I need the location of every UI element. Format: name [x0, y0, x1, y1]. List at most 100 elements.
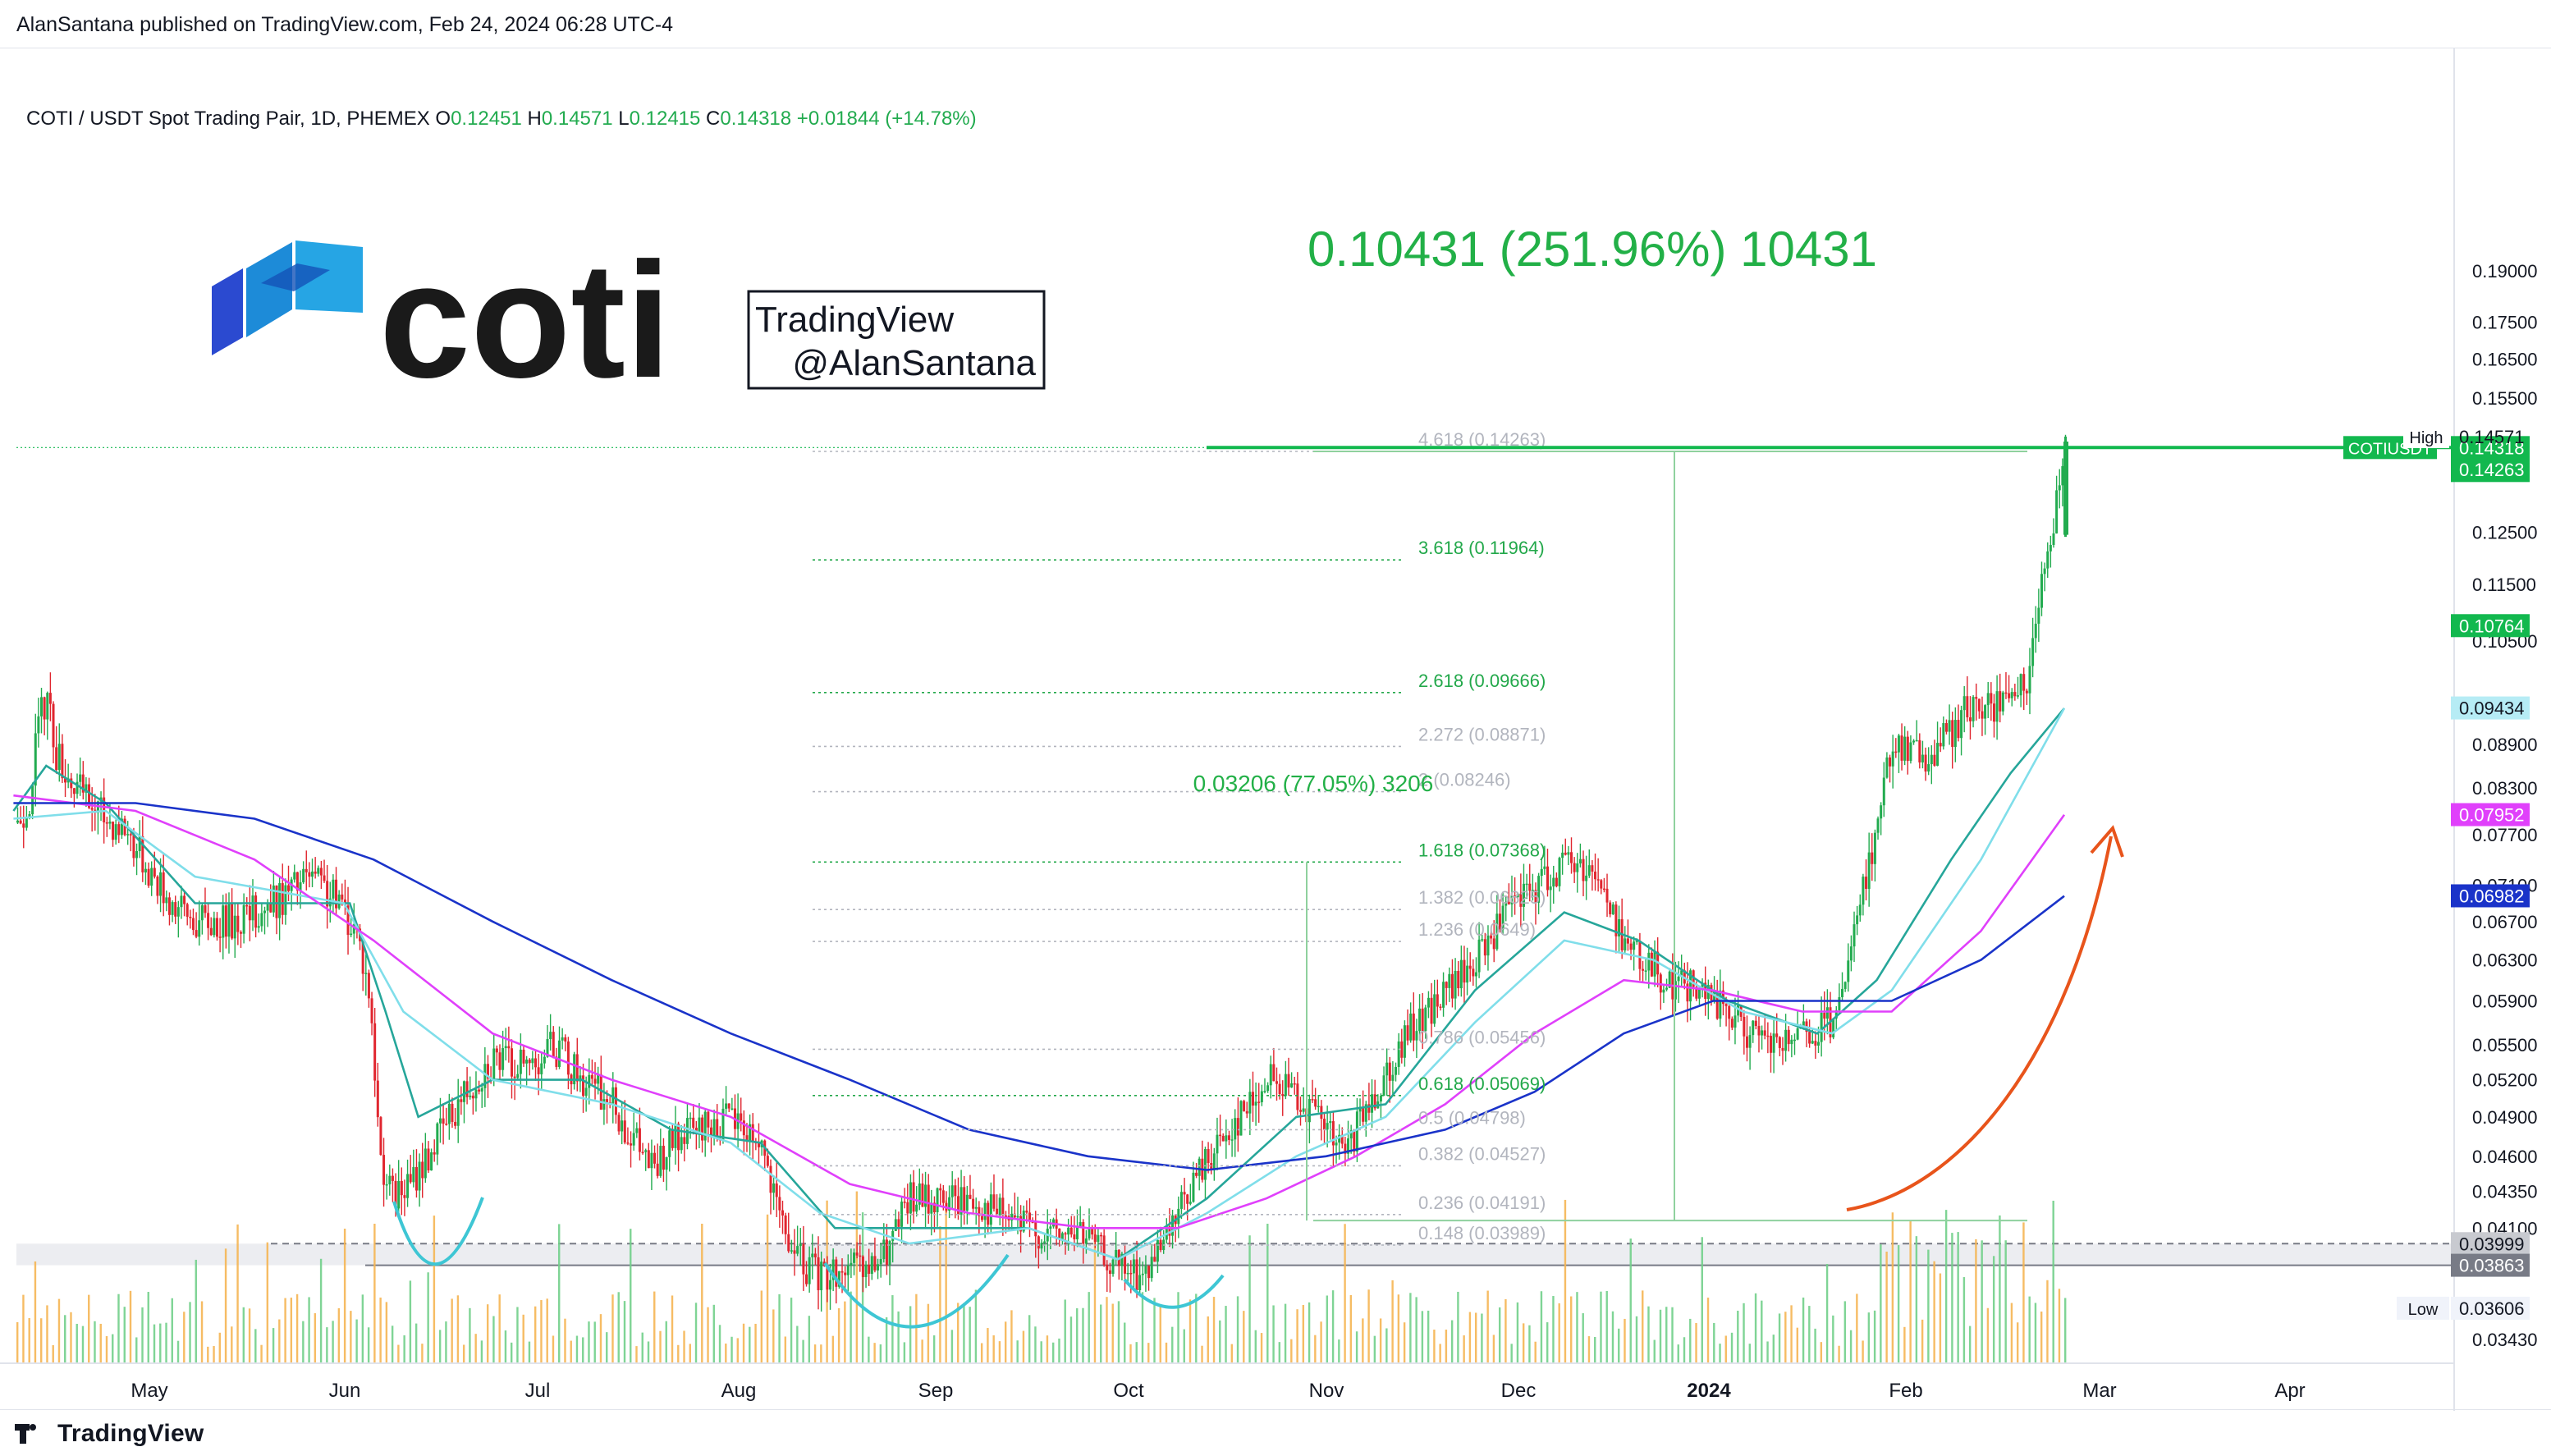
- volume-bar: [433, 1216, 436, 1363]
- candle: [1957, 720, 1960, 739]
- candle: [1638, 941, 1642, 969]
- candle: [1287, 1074, 1290, 1087]
- candle: [305, 868, 308, 872]
- moving-average-line: [12, 707, 2066, 1261]
- volume-bar: [1659, 1309, 1662, 1363]
- candle: [1514, 895, 1517, 898]
- candle: [1418, 1008, 1422, 1032]
- candle: [1013, 1213, 1016, 1218]
- volume-bar: [1981, 1240, 1983, 1363]
- candle: [701, 1117, 704, 1141]
- rounded-bottom-bowl: [1123, 1274, 1225, 1309]
- volume-bar: [28, 1317, 30, 1363]
- candle: [174, 902, 177, 917]
- volume-bar: [171, 1298, 173, 1363]
- candle: [879, 1259, 882, 1265]
- volume-bar: [492, 1316, 495, 1363]
- candle: [376, 1080, 379, 1118]
- price-chart[interactable]: 4.618 (0.14263)3.618 (0.11964)2.618 (0.0…: [0, 48, 2551, 1411]
- candle: [1873, 832, 1876, 864]
- candle: [287, 885, 291, 891]
- volume-bar: [504, 1330, 507, 1363]
- candle: [1144, 1266, 1147, 1274]
- candle: [656, 1163, 659, 1176]
- candle: [1371, 1094, 1374, 1113]
- chart-panel[interactable]: 4.618 (0.14263) 3.618 (0.11964) 2.618 (0.0…: [0, 48, 2551, 1411]
- volume-bar: [1219, 1320, 1221, 1363]
- volume-bar: [290, 1298, 293, 1363]
- volume-bar: [1891, 1212, 1894, 1363]
- volume-bar: [141, 1307, 144, 1363]
- candle: [1501, 905, 1504, 930]
- watermark-line1: TradingView: [755, 300, 954, 340]
- candle: [1793, 1039, 1796, 1042]
- candle: [1697, 989, 1701, 999]
- candle: [829, 1280, 832, 1290]
- candle: [850, 1262, 853, 1266]
- volume-bar: [1397, 1294, 1400, 1363]
- volume-bar: [1486, 1290, 1489, 1363]
- candle: [269, 903, 273, 913]
- volume-bar: [2028, 1296, 2031, 1363]
- candle: [930, 1202, 933, 1214]
- candle: [456, 1099, 460, 1126]
- candle: [1141, 1273, 1144, 1275]
- candle: [2040, 574, 2043, 608]
- volume-bar: [1808, 1306, 1811, 1363]
- candle: [555, 1056, 558, 1067]
- time-axis: May Jun Jul Aug Sep Oct Nov Dec 2024 Feb Mar Apr: [131, 1380, 2305, 1402]
- candle: [1260, 1091, 1263, 1102]
- candle: [1239, 1101, 1243, 1136]
- candle: [1269, 1064, 1272, 1086]
- volume-bar: [1100, 1304, 1102, 1363]
- volume-bar: [2064, 1298, 2067, 1363]
- volume-bar: [22, 1294, 25, 1363]
- candle: [1719, 990, 1722, 1019]
- volume-bar: [1415, 1297, 1417, 1363]
- volume-bar: [2040, 1312, 2043, 1363]
- candle: [522, 1049, 525, 1064]
- candle: [998, 1197, 1001, 1216]
- volume-bar: [1225, 1306, 1227, 1363]
- volume-bar: [546, 1298, 548, 1363]
- candle: [1234, 1118, 1237, 1140]
- volume-bar: [1058, 1338, 1060, 1363]
- volume-bar: [1069, 1316, 1073, 1363]
- candle: [992, 1194, 996, 1209]
- footer-brand: TradingView: [57, 1420, 204, 1447]
- volume-bar: [1195, 1293, 1198, 1363]
- candle: [451, 1103, 454, 1122]
- candle: [195, 930, 198, 937]
- close-label: C: [706, 108, 720, 130]
- volume-bar: [1124, 1322, 1126, 1363]
- candle: [1730, 1019, 1733, 1028]
- candle: [1049, 1226, 1052, 1229]
- candle: [1317, 1106, 1320, 1108]
- volume-bar: [1433, 1330, 1436, 1363]
- candle: [1537, 876, 1541, 903]
- candle: [936, 1188, 939, 1213]
- candle: [662, 1146, 665, 1170]
- volume-bar: [248, 1308, 251, 1363]
- candle: [531, 1058, 534, 1064]
- volume-bar: [653, 1291, 656, 1363]
- candle: [1784, 1029, 1788, 1051]
- candle: [263, 910, 266, 913]
- volume-bar: [1944, 1210, 1948, 1363]
- volume-bar: [694, 1303, 698, 1363]
- volume-bar: [1706, 1298, 1710, 1363]
- candle: [558, 1040, 561, 1067]
- candle: [1192, 1172, 1195, 1202]
- candle: [1867, 852, 1871, 889]
- candle: [1876, 818, 1880, 833]
- candle: [978, 1206, 981, 1216]
- volume-bar: [1986, 1307, 1990, 1363]
- candle: [1442, 982, 1445, 1008]
- candle: [1195, 1172, 1198, 1176]
- volume-bar: [2022, 1222, 2025, 1363]
- volume-bar: [712, 1304, 715, 1363]
- fib-level-label: 0.236 (0.04191): [1418, 1193, 1546, 1213]
- low-label: Low: [2408, 1301, 2439, 1319]
- candle: [427, 1148, 430, 1171]
- volume-bar: [1642, 1290, 1644, 1363]
